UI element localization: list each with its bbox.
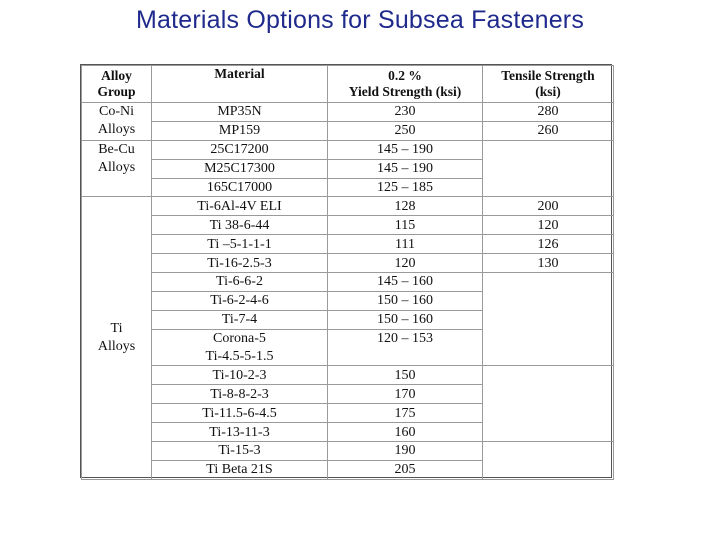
cell-yield: 145 – 160: [327, 272, 483, 292]
cell-material: Ti-11.5-6-4.5: [151, 403, 328, 424]
cell-tensile: 200: [482, 196, 614, 217]
cell-tensile: 126: [482, 234, 614, 255]
cell-material: Ti Beta 21S: [151, 459, 328, 480]
cell-yield: 150: [327, 365, 483, 386]
table-row: Ti Beta 21S 205: [82, 459, 614, 480]
header-alloy-group: Alloy Group: [81, 65, 152, 103]
cell-material: Corona-5: [151, 328, 328, 348]
cell-material: 25C17200: [151, 139, 328, 160]
cell-tensile-empty: [482, 139, 614, 198]
header-alloy-group-line2: Group: [97, 84, 136, 99]
cell-yield: 190: [327, 441, 483, 461]
cell-yield: 150 – 160: [327, 309, 483, 330]
group-becu: Be-Cu Alloys: [81, 139, 152, 198]
group-coni-line2: Alloys: [97, 122, 136, 138]
cell-material: Ti-15-3: [151, 441, 328, 461]
cell-material: Ti-16-2.5-3: [151, 253, 328, 274]
slide-title: Materials Options for Subsea Fasteners: [135, 6, 585, 34]
table-row: Ti Alloys Ti-6Al-4V ELI 128 200: [81, 196, 614, 480]
table-row: Ti 38-6-44 115 120: [82, 215, 614, 236]
cell-yield: 160: [327, 422, 483, 443]
cell-material: Ti-6-2-4-6: [151, 290, 328, 311]
cell-yield: 120 – 153: [327, 328, 483, 367]
cell-material: MP35N: [151, 102, 328, 122]
header-alloy-group-line1: Alloy: [101, 68, 132, 83]
cell-yield: 230: [327, 102, 483, 122]
cell-material: M25C17300: [151, 158, 328, 179]
cell-material: Ti –5-1-1-1: [151, 234, 328, 255]
group-coni: Co-Ni Alloys: [81, 102, 152, 141]
cell-material: Ti 38-6-44: [151, 215, 328, 236]
cell-yield: 128: [327, 196, 483, 217]
cell-yield: 150 – 160: [327, 290, 483, 311]
header-tensile-strength: Tensile Strength (ksi): [482, 65, 614, 103]
cell-yield: 250: [327, 120, 483, 141]
group-becu-line2: Alloys: [97, 159, 136, 175]
cell-material: Ti-13-11-3: [151, 422, 328, 443]
cell-material: Ti-7-4: [151, 309, 328, 330]
header-row: Alloy Group Material 0.2 % Yield Strengt…: [81, 65, 614, 103]
table-row: Ti-16-2.5-3 120 130: [82, 253, 614, 274]
cell-material: Ti-4.5-5-1.5: [151, 347, 328, 367]
group-ti-line2: Alloys: [97, 339, 136, 355]
cell-tensile-empty: [482, 441, 614, 480]
materials-table: Alloy Group Material 0.2 % Yield Strengt…: [81, 65, 614, 480]
table-row: Ti-8-8-2-3 170: [82, 384, 614, 405]
header-yield-strength: 0.2 % Yield Strength (ksi): [327, 65, 483, 103]
cell-yield: 145 – 190: [327, 139, 483, 160]
header-material: Material: [151, 65, 328, 103]
cell-yield: 205: [327, 459, 483, 480]
cell-tensile-empty: [482, 272, 614, 367]
cell-yield: 175: [327, 403, 483, 424]
table-row: Ti-10-2-3 150: [82, 365, 614, 443]
table-row: Corona-5 120 – 153: [82, 328, 614, 367]
cell-yield: 115: [327, 215, 483, 236]
group-ti: Ti Alloys: [81, 196, 152, 480]
cell-material: Ti-10-2-3: [151, 365, 328, 386]
materials-table-container: Alloy Group Material 0.2 % Yield Strengt…: [80, 64, 614, 480]
group-coni-line1: Co-Ni: [99, 104, 134, 120]
cell-material: Ti-6-6-2: [151, 272, 328, 292]
cell-yield: 170: [327, 384, 483, 405]
cell-yield: 145 – 190: [327, 158, 483, 179]
cell-tensile: 120: [482, 215, 614, 236]
table-row: MP159 250 260: [82, 120, 614, 141]
header-yield-line2: Yield Strength (ksi): [348, 84, 462, 99]
table-row: Ti-6-6-2 145 – 160: [82, 272, 614, 367]
cell-material: Ti-8-8-2-3: [151, 384, 328, 405]
cell-tensile: 280: [482, 102, 614, 122]
table-row: Ti –5-1-1-1 111 126: [82, 234, 614, 255]
cell-yield: 111: [327, 234, 483, 255]
header-yield-line1: 0.2 %: [388, 68, 422, 83]
table-row: Be-Cu Alloys 25C17200 145 – 190: [81, 139, 614, 198]
table-row: Ti-15-3 190: [82, 441, 614, 480]
cell-material: 165C17000: [151, 177, 328, 198]
table-row: Ti-6-2-4-6 150 – 160: [82, 290, 614, 311]
cell-tensile-empty: [482, 365, 614, 443]
group-ti-line1: Ti: [110, 321, 123, 337]
cell-material: Ti-6Al-4V ELI: [151, 196, 328, 217]
table-row: Ti-4.5-5-1.5: [82, 347, 614, 367]
cell-material: MP159: [151, 120, 328, 141]
table-row: Co-Ni Alloys MP35N 230 280: [81, 102, 614, 141]
group-becu-line1: Be-Cu: [98, 141, 135, 157]
cell-tensile: 130: [482, 253, 614, 274]
table-row: Ti-13-11-3 160: [82, 422, 614, 443]
table-row: Ti-11.5-6-4.5 175: [82, 403, 614, 424]
cell-tensile: 260: [482, 120, 614, 141]
header-tensile-line1: Tensile Strength: [501, 68, 595, 83]
header-tensile-line2: (ksi): [535, 84, 561, 99]
cell-yield: 125 – 185: [327, 177, 483, 198]
cell-yield: 120: [327, 253, 483, 274]
